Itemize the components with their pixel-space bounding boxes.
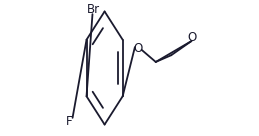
Text: F: F	[66, 115, 73, 128]
Text: Br: Br	[87, 3, 100, 16]
Text: O: O	[188, 31, 197, 44]
Text: O: O	[134, 42, 143, 55]
